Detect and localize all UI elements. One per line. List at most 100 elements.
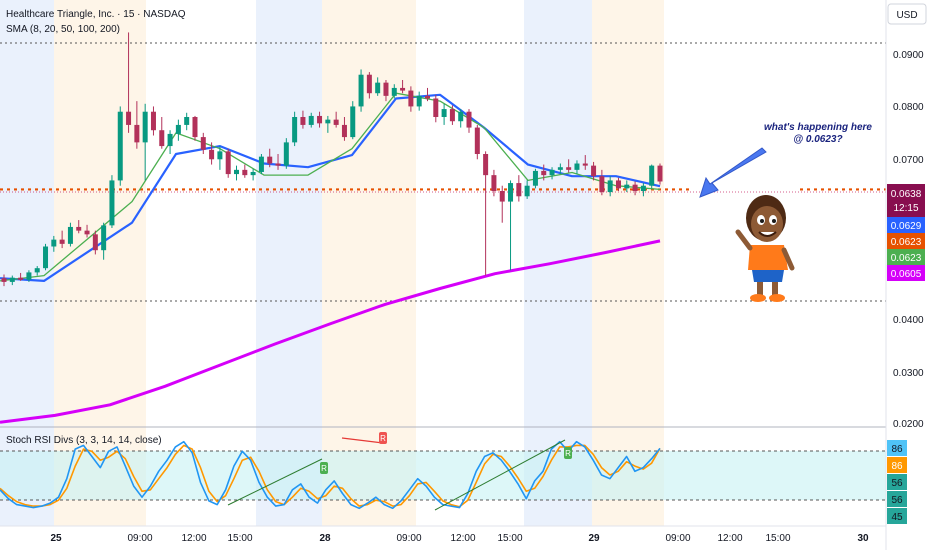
candle-body [142,111,148,143]
annotation-arrow-icon [699,147,767,198]
divergence-line [341,437,384,444]
divergence-marker-label: R [565,449,571,458]
price-tick: 0.0400 [893,315,924,326]
time-tick: 29 [588,533,600,544]
bar-countdown-label: 12:15 [893,203,918,214]
annotation-line-1: what's happening here [764,122,872,133]
candle-body [175,124,181,134]
candle-body [483,154,489,176]
candle-body [200,137,206,150]
time-tick: 12:00 [181,533,206,544]
sma20-badge-label: 0.0629 [891,221,922,232]
time-tick: 15:00 [227,533,252,544]
candle-body [92,234,98,251]
candle-body [449,109,455,122]
candle-body [275,163,281,166]
candle-body [225,151,231,175]
time-axis[interactable]: 25 09:00 12:00 15:00 28 09:00 12:00 15:0… [50,533,869,544]
support-badge-label: 0.0623 [891,237,922,248]
divergence-marker [379,432,387,444]
candle-body [574,163,580,170]
candle-body [441,109,447,117]
price-tick: 0.0200 [893,419,924,430]
rsi-d-badge [887,457,907,473]
candle-body [292,117,298,143]
candle-body [267,156,273,164]
candle-body [341,124,347,138]
candle-body [101,225,107,251]
candle-body [566,167,572,170]
rsi-k-line [0,440,661,510]
candle-body [366,74,372,94]
sma200-badge-label: 0.0605 [891,269,922,280]
divergence-marker [320,462,328,474]
divergence-line [434,439,566,511]
symbol-title[interactable]: Healthcare Triangle, Inc. · 15 · NASDAQ [6,9,186,20]
sma8-badge-label: 0.0623 [891,253,922,264]
candle-body [474,127,480,154]
session-band [256,0,322,526]
candle-body [350,106,356,138]
candle-body [26,272,32,280]
candle-body [499,191,505,202]
candle-body [591,165,597,177]
candle-body [424,95,430,99]
divergence-line [227,458,323,506]
candle-body [325,119,331,124]
candle-body [657,165,663,182]
candle-body [117,111,123,181]
candle-body [217,151,223,160]
candle-body [317,115,323,124]
rsi-level-badge [887,491,907,507]
candle-body [76,226,82,231]
sma8-badge [887,249,925,265]
candle-body [458,111,464,122]
rsi-d-badge-label: 86 [891,461,903,472]
time-tick: 12:00 [717,533,742,544]
candle-body [541,170,547,176]
candle-body [84,230,90,235]
sma20-badge [887,217,925,233]
candle-body [192,117,198,138]
rsi-level-badge-label: 56 [891,478,903,489]
rsi-k-badge [887,440,907,456]
candle-body [582,163,588,166]
cartoon-character-icon [735,195,795,302]
time-tick: 09:00 [665,533,690,544]
candle-body [615,180,621,189]
time-tick: 25 [50,533,62,544]
candle-body [209,149,215,160]
rsi-k-badge-label: 86 [891,444,903,455]
candle-body [250,171,256,176]
last-price-badge [887,184,925,217]
candle-body [43,246,49,269]
time-tick: 30 [857,533,869,544]
stoch-rsi-legend[interactable]: Stoch RSI Divs (3, 3, 14, 14, close) [6,435,162,446]
divergence-marker [564,447,572,459]
session-band [592,0,664,526]
candle-body [624,184,630,189]
rsi-level-badge-label: 56 [891,495,903,506]
rsi-badges: 86 86 56 56 45 [887,440,907,524]
currency-label: USD [896,10,917,21]
sma-legend[interactable]: SMA (8, 20, 50, 100, 200) [6,24,120,35]
divergence-marker-label: R [380,434,386,443]
sma-line [0,239,661,424]
rsi-band [0,451,886,500]
candle-body [400,87,406,91]
candle-body [391,87,397,96]
candle-body [649,165,655,186]
candle-body [34,268,40,273]
currency-button[interactable] [887,3,927,25]
candle-body [333,119,339,125]
price-tick: 0.0300 [893,368,924,379]
candle-body [466,111,472,128]
price-axis[interactable]: 0.0900 0.0800 0.0700 0.0400 0.0300 0.020… [893,50,924,430]
rsi-level-badge [887,474,907,490]
rsi-level-badge-label: 45 [891,512,903,523]
last-price-label: 0.0638 [891,189,922,200]
candle-body [59,239,65,244]
candle-body [549,169,555,176]
candle-body [67,226,73,244]
